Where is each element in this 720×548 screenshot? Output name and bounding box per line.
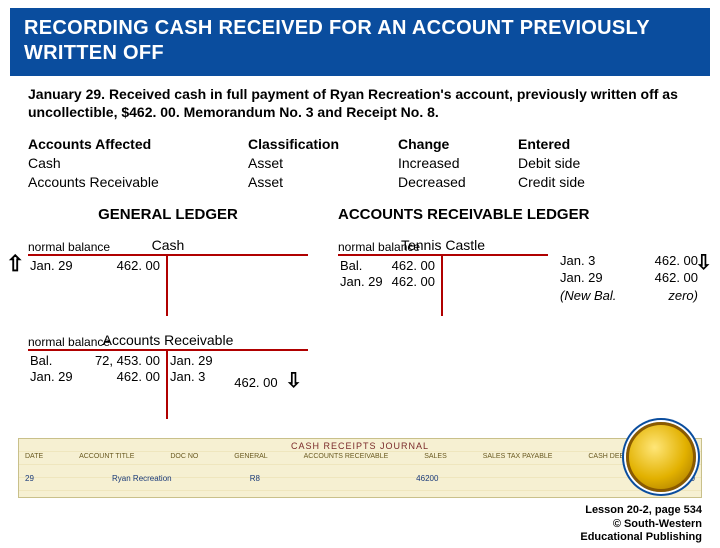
entry-amount: zero) <box>629 287 698 305</box>
col-accounts-affected: Accounts Affected Cash Accounts Receivab… <box>28 135 248 192</box>
col: ACCOUNT TITLE <box>79 453 134 460</box>
arrow-up-icon: ⇧ <box>6 251 24 277</box>
entry-amount: 462. 00 <box>392 258 435 274</box>
col: DATE <box>25 453 43 460</box>
lesson-ref: Lesson 20-2, page 534 <box>580 504 702 517</box>
transaction-description: January 29. Received cash in full paymen… <box>28 86 698 121</box>
copyright: © South-Western <box>580 518 702 531</box>
cell: Asset <box>248 154 398 173</box>
cell: Cash <box>28 154 248 173</box>
entry-amount: 462. 00 <box>629 252 698 270</box>
title-bar: RECORDING CASH RECEIVED FOR AN ACCOUNT P… <box>10 8 710 76</box>
t-credit-side <box>443 256 548 316</box>
t-account-ar: Accounts Receivable normal balance Bal. … <box>28 332 308 419</box>
hdr-classification: Classification <box>248 135 398 154</box>
col-entered: Entered Debit side Credit side <box>518 135 628 192</box>
entry-date: Jan. 29 <box>170 353 213 369</box>
col-classification: Classification Asset Asset <box>248 135 398 192</box>
t-debit-side: normal balance Bal. 72, 453. 00 Jan. 29 … <box>28 351 168 419</box>
entry-date: Jan. 29 <box>560 269 629 287</box>
entry-date: Jan. 29 <box>340 274 383 290</box>
col: CASH DEBIT <box>588 453 630 460</box>
cell: 29 <box>25 474 34 483</box>
arrow-down-icon: ⇩ <box>695 250 712 277</box>
cell: R8 <box>250 474 260 483</box>
normal-balance-label: normal balance <box>28 335 110 349</box>
t-account-cash: ⇧ Cash normal balance Jan. 29 462. 00 <box>28 237 308 316</box>
entry-amount: 462. 00 <box>117 369 160 385</box>
cell: Asset <box>248 173 398 192</box>
entry-label: Bal. <box>30 353 52 369</box>
t-account-tennis-castle: Tennis Castle normal balance Bal. 462. 0… <box>338 237 548 316</box>
general-ledger: GENERAL LEDGER ⇧ Cash normal balance Jan… <box>28 206 308 427</box>
col: DOC NO <box>170 453 198 460</box>
cell: Credit side <box>518 173 628 192</box>
normal-balance-label: normal balance <box>28 240 110 254</box>
journal-columns: DATE ACCOUNT TITLE DOC NO GENERAL ACCOUN… <box>25 453 695 460</box>
publisher-seal-icon <box>626 422 696 492</box>
entry-amount: 462. 00 <box>629 269 698 287</box>
cash-receipts-journal: CASH RECEIPTS JOURNAL DATE ACCOUNT TITLE… <box>18 438 702 498</box>
entry-date: Jan. 29 <box>30 258 73 274</box>
entry-amount: 72, 453. 00 <box>95 353 160 369</box>
footer: Lesson 20-2, page 534 © South-Western Ed… <box>580 504 702 544</box>
col: ACCOUNTS RECEIVABLE <box>304 453 389 460</box>
journal-header: CASH RECEIPTS JOURNAL <box>25 441 695 451</box>
arl-heading: ACCOUNTS RECEIVABLE LEDGER <box>338 206 548 223</box>
cell: Decreased <box>398 173 518 192</box>
t-debit-side: normal balance Jan. 29 462. 00 <box>28 256 168 316</box>
ar-ledger: ACCOUNTS RECEIVABLE LEDGER Tennis Castle… <box>338 206 698 427</box>
cell: 46200 <box>416 474 438 483</box>
cell: Debit side <box>518 154 628 173</box>
col: SALES <box>424 453 447 460</box>
entry-date: Jan. 3 <box>170 369 205 394</box>
hdr-entered: Entered <box>518 135 628 154</box>
journal-row: 29 Ryan Recreation R8 46200 46200 <box>25 474 695 483</box>
cell: Ryan Recreation <box>112 474 172 483</box>
entry-label: Bal. <box>340 258 362 274</box>
cell: Accounts Receivable <box>28 173 248 192</box>
gl-heading: GENERAL LEDGER <box>28 206 308 223</box>
arl-side-entries: ⇩ Jan. 3 462. 00 Jan. 29 462. 00 (New Ba… <box>548 252 698 427</box>
entry-date: Jan. 29 <box>30 369 73 385</box>
col: GENERAL <box>234 453 267 460</box>
entry-amount: 462. 00 <box>392 274 435 290</box>
entry-amount: 462. 00 <box>117 258 160 274</box>
analysis-table: Accounts Affected Cash Accounts Receivab… <box>28 135 698 192</box>
publisher: Educational Publishing <box>580 531 702 544</box>
ledgers: GENERAL LEDGER ⇧ Cash normal balance Jan… <box>28 206 698 427</box>
col: SALES TAX PAYABLE <box>483 453 553 460</box>
entry-date: Jan. 3 <box>560 252 629 270</box>
normal-balance-label: normal balance <box>338 240 420 254</box>
arrow-down-icon: ⇩ <box>285 370 302 392</box>
hdr-accounts-affected: Accounts Affected <box>28 135 248 154</box>
col-change: Change Increased Decreased <box>398 135 518 192</box>
entry-amount: 462. 00 <box>234 375 277 390</box>
hdr-change: Change <box>398 135 518 154</box>
t-credit-side <box>168 256 308 316</box>
t-debit-side: normal balance Bal. 462. 00 Jan. 29 462.… <box>338 256 443 316</box>
cell: Increased <box>398 154 518 173</box>
page-title: RECORDING CASH RECEIVED FOR AN ACCOUNT P… <box>24 16 696 66</box>
entry-label: (New Bal. <box>560 287 629 305</box>
body: January 29. Received cash in full paymen… <box>0 82 720 427</box>
t-credit-side: Jan. 29 Jan. 3 462. 00 ⇩ <box>168 351 308 419</box>
